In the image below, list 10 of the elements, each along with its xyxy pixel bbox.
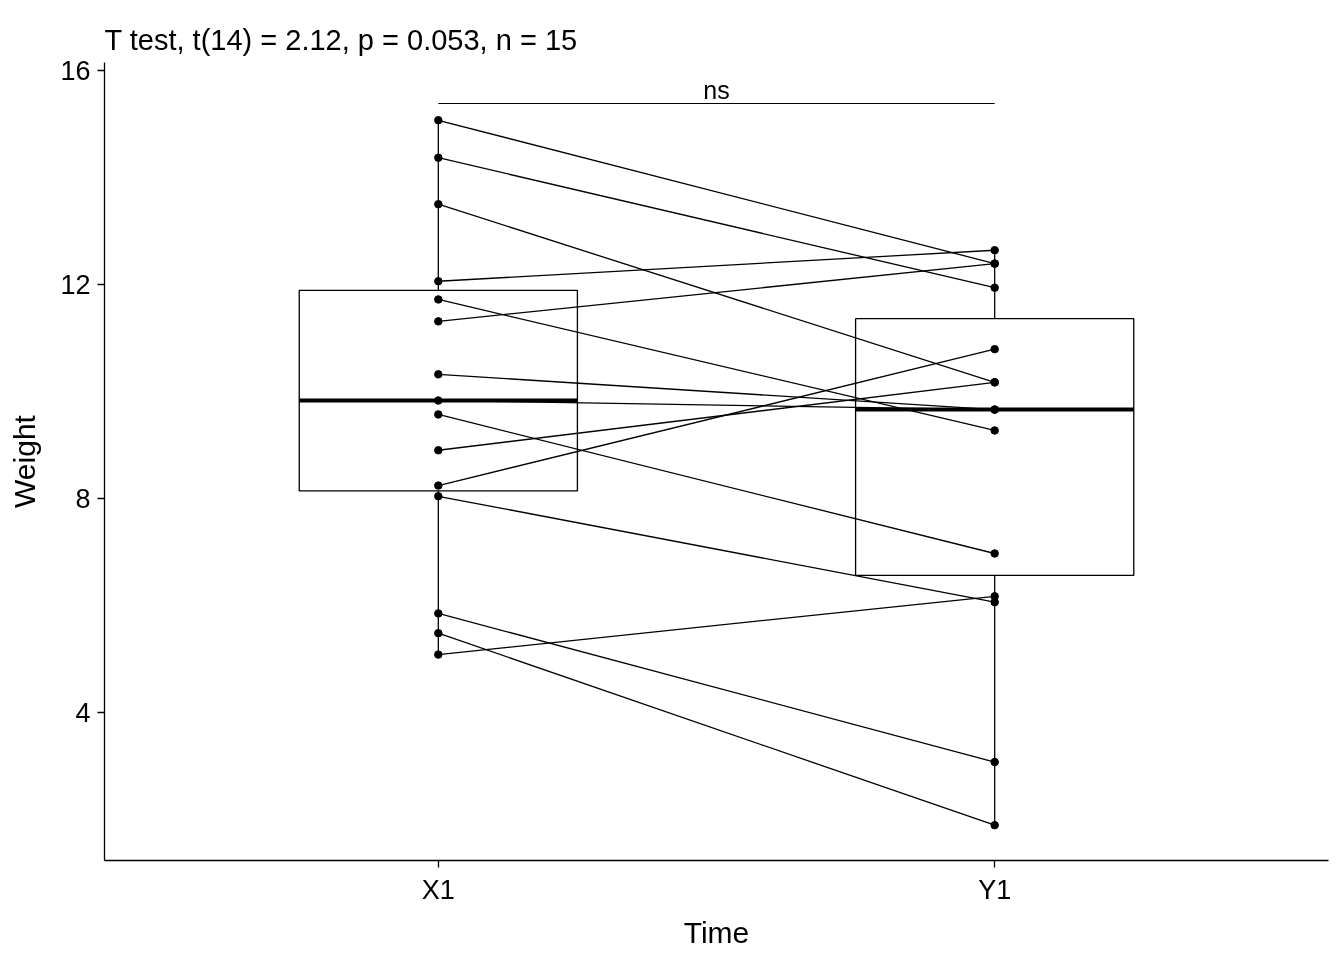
annotation: ns	[703, 75, 730, 104]
chart-title: T test, t(14) = 2.12, p = 0.053, n = 15	[104, 23, 578, 56]
y-axis-title: Weight	[8, 414, 42, 508]
x-tick-label: Y1	[978, 874, 1012, 905]
x-axis-title: Time	[683, 915, 750, 949]
y-tick-label: 12	[60, 269, 91, 300]
x-tick-label: X1	[421, 874, 455, 905]
y-tick-label: 8	[75, 483, 91, 514]
y-tick-label: 4	[75, 697, 91, 728]
y-tick-label: 16	[60, 56, 91, 87]
